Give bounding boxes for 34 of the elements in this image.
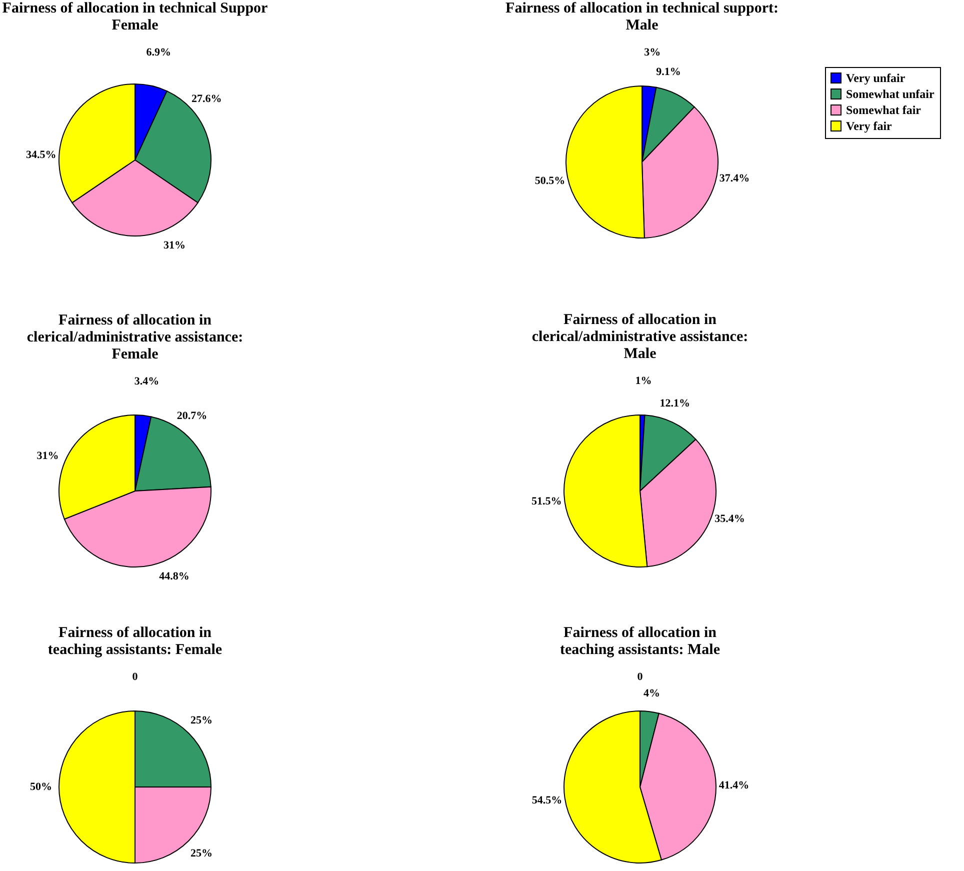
text: 0 bbox=[132, 671, 138, 683]
chart-title: Fairness of allocation in clerical/administrative assistance: Male bbox=[532, 312, 748, 362]
legend-label: Somewhat unfair bbox=[846, 87, 936, 101]
data-label: 27.6% bbox=[192, 93, 222, 106]
data-label: 50.5% bbox=[534, 175, 566, 188]
data-label: 25% bbox=[190, 847, 212, 860]
chart-title: Fairness of allocation in teaching assistants: Male bbox=[560, 625, 720, 658]
data-label: 9.1% bbox=[656, 66, 681, 78]
data-label: 3% bbox=[644, 46, 661, 58]
data-label: 34.5% bbox=[26, 148, 56, 161]
chart-title: Fairness of allocation in technical support: Male bbox=[506, 0, 778, 34]
data-label: 20.7% bbox=[176, 410, 208, 422]
data-label: 44.8% bbox=[159, 570, 190, 582]
chart-title: Fairness of allocation in technical Suppor Female bbox=[2, 0, 268, 34]
data-label: 25% bbox=[190, 714, 212, 727]
data-label: 1% bbox=[635, 375, 652, 388]
legend-label: Very fair bbox=[846, 119, 893, 133]
data-label: 3.4% bbox=[134, 376, 160, 388]
chart-title: Fairness of allocation in clerical/administrative assistance: Female bbox=[26, 312, 244, 363]
legend-label: Somewhat fair bbox=[846, 103, 922, 117]
data-label: 35.4% bbox=[714, 512, 745, 525]
data-label: 12.1% bbox=[660, 398, 690, 410]
data-label: 6.9% bbox=[146, 46, 172, 59]
legend-label: Very unfair bbox=[846, 71, 906, 85]
text: 0 bbox=[637, 671, 643, 683]
data-label: 51.5% bbox=[531, 495, 562, 508]
chart-title: Fairness of allocation in teaching assistants: Female bbox=[48, 625, 222, 658]
data-label: 4% bbox=[644, 688, 660, 700]
data-label: 31% bbox=[36, 450, 59, 462]
data-label: 54.5% bbox=[532, 794, 562, 806]
data-label: 50% bbox=[30, 781, 52, 793]
data-label: 37.4% bbox=[719, 172, 750, 184]
data-label: 31% bbox=[163, 239, 186, 252]
data-label: 41.4% bbox=[718, 779, 750, 792]
